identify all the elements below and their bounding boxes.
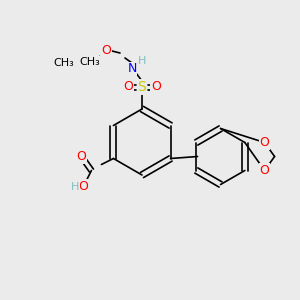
Text: O: O [76,150,86,163]
Text: O: O [101,44,111,58]
Text: O: O [151,80,161,94]
Text: H: H [138,56,146,66]
Text: O: O [260,136,269,149]
Text: O: O [79,180,88,193]
Text: N: N [127,62,137,76]
Text: S: S [138,80,146,94]
Text: O: O [80,56,90,70]
Text: CH₃: CH₃ [53,58,74,68]
Text: H: H [71,182,80,193]
Text: O: O [260,164,269,177]
Text: O: O [123,80,133,94]
Text: CH₃: CH₃ [80,57,100,67]
